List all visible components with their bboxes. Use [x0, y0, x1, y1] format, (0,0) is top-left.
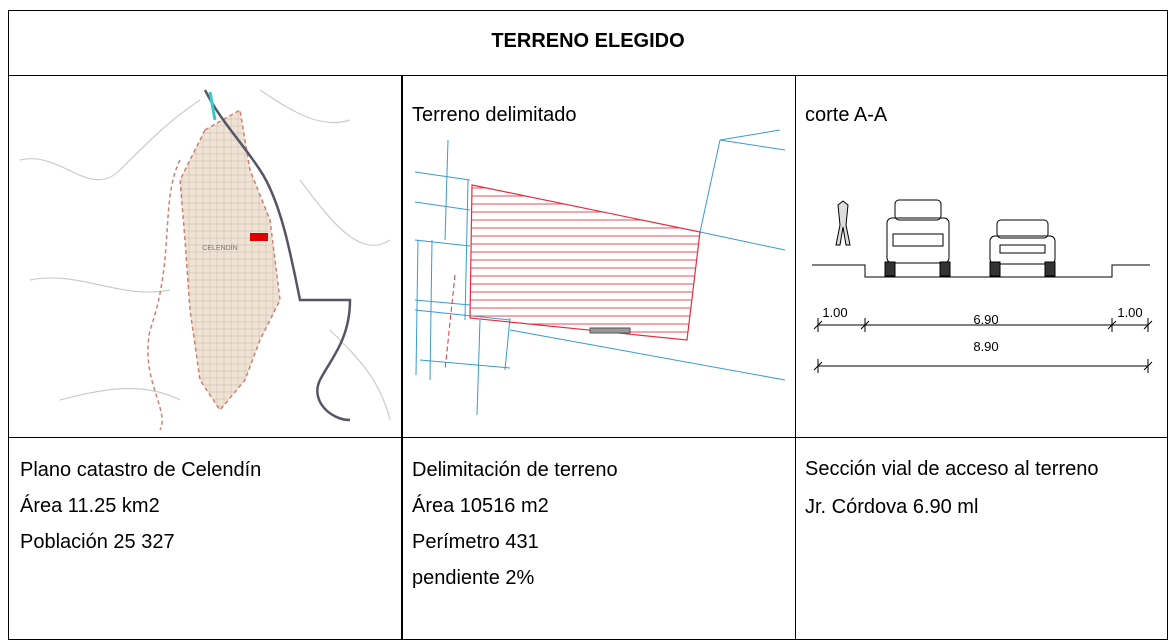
terrain-plan — [414, 129, 786, 416]
dimension-label: 1.00 — [1117, 305, 1142, 320]
desc-line: Delimitación de terreno — [412, 459, 618, 481]
map: CELENDÍN — [19, 89, 391, 431]
title: TERRENO ELEGIDO — [491, 30, 685, 52]
desc-line: Área 11.25 km2 — [20, 495, 160, 517]
desc-line: Población 25 327 — [20, 531, 175, 553]
dimension-label: 1.00 — [822, 305, 847, 320]
description: Delimitación de terreno Área 10516 m2 Pe… — [412, 452, 618, 596]
desc-line: Perímetro 431 — [412, 531, 539, 553]
dimension-label: 6.90 — [973, 312, 998, 327]
caption: corte A-A — [805, 104, 888, 126]
desc-line: pendiente 2% — [412, 567, 535, 589]
description: Plano catastro de Celendín Área 11.25 km… — [20, 452, 261, 560]
desc-line: Jr. Córdova 6.90 ml — [805, 496, 979, 518]
road-section — [812, 199, 1153, 373]
description: Sección vial de acceso al terreno Jr. Có… — [805, 452, 1160, 524]
desc-line: Sección vial de acceso al terreno — [805, 458, 1099, 480]
desc-line: Plano catastro de Celendín — [20, 459, 262, 481]
map-label: CELENDÍN — [202, 243, 237, 252]
caption: Terreno delimitado — [412, 104, 577, 126]
desc-line: Área 10516 m2 — [412, 495, 549, 517]
dimension-label: 8.90 — [973, 339, 998, 354]
dimensions: 1.00 6.90 1.00 8.90 — [822, 305, 1142, 354]
